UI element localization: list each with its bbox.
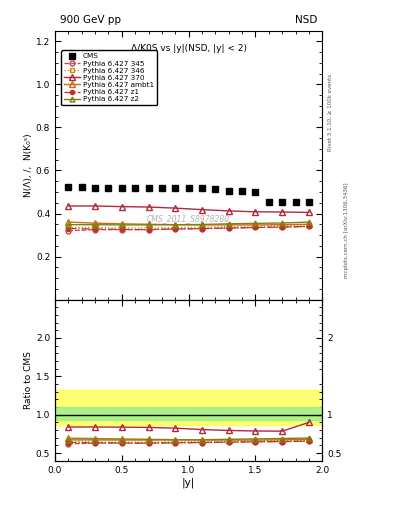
Text: NSD: NSD <box>294 15 317 26</box>
Y-axis label: Ratio to CMS: Ratio to CMS <box>24 351 33 409</box>
Text: Λ/K0S vs |y|(NSD, |y| < 2): Λ/K0S vs |y|(NSD, |y| < 2) <box>130 44 247 53</box>
Text: CMS_2011_S8978280: CMS_2011_S8978280 <box>147 215 230 223</box>
Legend: CMS, Pythia 6.427 345, Pythia 6.427 346, Pythia 6.427 370, Pythia 6.427 ambt1, P: CMS, Pythia 6.427 345, Pythia 6.427 346,… <box>61 51 157 105</box>
Y-axis label: N(Λ), /,  N(K₀ˢ): N(Λ), /, N(K₀ˢ) <box>24 133 33 197</box>
Bar <box>55 407 322 420</box>
Bar <box>55 390 322 424</box>
Text: Rivet 3.1.10, ≥ 100k events: Rivet 3.1.10, ≥ 100k events <box>328 74 333 151</box>
X-axis label: |y|: |y| <box>182 477 195 488</box>
Text: mcplots.cern.ch [arXiv:1306.3436]: mcplots.cern.ch [arXiv:1306.3436] <box>344 183 349 278</box>
Text: 900 GeV pp: 900 GeV pp <box>61 15 121 26</box>
